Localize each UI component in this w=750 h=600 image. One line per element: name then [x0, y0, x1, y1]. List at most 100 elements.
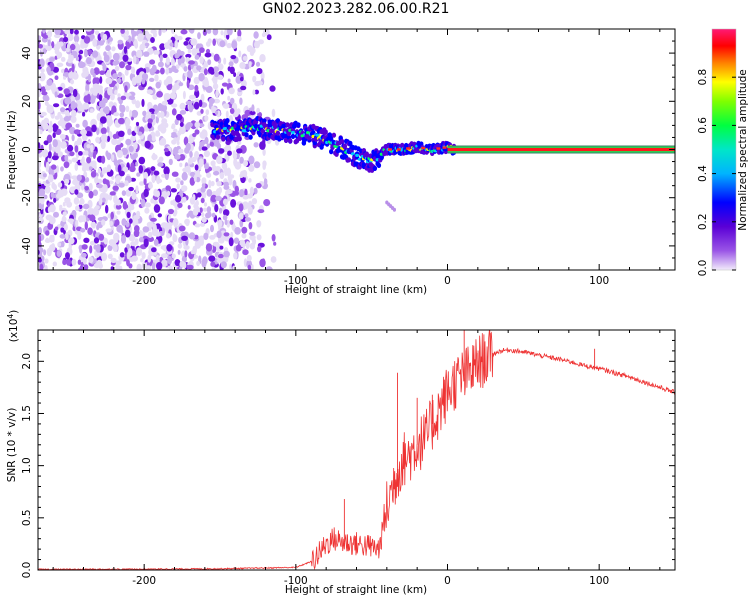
noise-blob: [190, 250, 195, 255]
noise-blob: [94, 205, 100, 210]
noise-blob: [52, 124, 59, 130]
noise-blob: [146, 89, 154, 95]
noise-blob: [109, 220, 114, 227]
noise-blob: [216, 230, 222, 239]
noise-blob: [47, 39, 51, 47]
noise-blob: [72, 88, 78, 98]
noise-blob: [111, 154, 115, 162]
noise-blob: [217, 219, 223, 228]
noise-blob: [77, 259, 82, 265]
noise-blob: [64, 97, 72, 105]
noise-blob: [90, 171, 97, 178]
noise-blob: [105, 45, 111, 52]
noise-blob: [241, 201, 249, 210]
noise-blob: [99, 76, 103, 84]
noise-blob: [51, 155, 59, 161]
noise-blob: [44, 101, 49, 106]
spectrogram-xlabel: Height of straight line (km): [285, 284, 427, 296]
noise-blob: [67, 144, 74, 152]
noise-blob: [105, 77, 113, 85]
noise-blob: [74, 145, 79, 153]
noise-blob: [46, 134, 53, 143]
noise-blob: [63, 178, 70, 185]
noise-blob: [176, 140, 180, 146]
noise-blob: [120, 95, 127, 101]
noise-blob: [38, 83, 42, 91]
noise-blob: [81, 184, 85, 191]
noise-blob: [163, 166, 170, 176]
noise-blob: [96, 184, 104, 189]
noise-blob: [64, 29, 71, 35]
noise-blob: [259, 141, 266, 150]
noise-blob: [229, 97, 235, 105]
noise-blob: [215, 89, 220, 99]
noise-blob: [87, 73, 91, 83]
noise-blob: [219, 172, 225, 180]
noise-blob: [223, 250, 230, 258]
noise-blob: [189, 196, 196, 205]
noise-blob: [49, 234, 54, 243]
noise-blob: [193, 101, 200, 110]
noise-blob: [71, 109, 76, 119]
noise-blob: [135, 185, 139, 195]
noise-blob: [138, 156, 146, 165]
noise-blob: [175, 36, 179, 41]
noise-blob: [134, 238, 139, 246]
noise-blob: [83, 237, 90, 243]
noise-blob: [185, 53, 192, 59]
noise-blob: [101, 62, 106, 67]
noise-blob: [181, 185, 188, 192]
noise-blob: [165, 56, 170, 65]
noise-blob: [38, 35, 41, 41]
noise-blob: [238, 212, 244, 220]
noise-blob: [174, 154, 181, 160]
noise-blob: [256, 220, 262, 228]
noise-blob: [86, 57, 92, 65]
noise-blob: [52, 66, 60, 73]
noise-blob: [109, 191, 116, 196]
noise-blob: [69, 43, 76, 51]
noise-blob: [73, 102, 78, 108]
noise-blob: [151, 64, 157, 73]
noise-blob: [179, 110, 187, 115]
noise-blob: [49, 57, 55, 62]
noise-blob: [206, 143, 210, 149]
noise-blob: [148, 231, 153, 238]
noise-blob: [98, 233, 105, 241]
noise-blob: [111, 46, 116, 52]
noise-blob: [79, 264, 84, 270]
noise-blob: [177, 243, 183, 249]
noise-blob: [58, 41, 64, 47]
noise-blob: [153, 238, 159, 246]
noise-blob: [91, 124, 97, 133]
ridge-blob: [346, 157, 352, 163]
noise-blob: [135, 161, 139, 167]
noise-blob: [204, 163, 209, 170]
noise-blob: [123, 35, 129, 41]
noise-blob: [44, 96, 50, 102]
noise-blob: [76, 192, 84, 199]
noise-blob: [128, 218, 133, 224]
noise-blob: [158, 156, 164, 162]
noise-blob: [118, 117, 125, 125]
noise-blob: [147, 236, 154, 242]
noise-blob: [50, 164, 57, 170]
noise-blob: [235, 152, 240, 160]
noise-blob: [206, 172, 212, 178]
noise-blob: [256, 68, 263, 75]
noise-blob: [188, 64, 192, 72]
noise-blob: [130, 136, 137, 142]
noise-blob: [248, 155, 255, 165]
ridge-blob: [237, 136, 242, 142]
noise-blob: [200, 108, 204, 114]
noise-blob: [242, 55, 248, 61]
noise-blob: [59, 234, 66, 239]
noise-blob: [256, 80, 263, 86]
noise-blob: [174, 39, 179, 49]
noise-blob: [175, 64, 180, 69]
noise-blob: [253, 187, 258, 195]
noise-blob: [75, 43, 81, 52]
noise-blob: [38, 89, 41, 98]
noise-blob: [233, 72, 237, 77]
noise-blob: [65, 252, 70, 260]
